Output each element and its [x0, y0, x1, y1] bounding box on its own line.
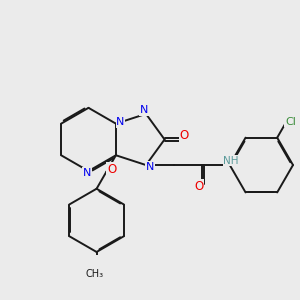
Text: O: O [107, 163, 116, 176]
Text: Cl: Cl [285, 117, 296, 127]
Text: N: N [140, 105, 148, 116]
Text: CH₃: CH₃ [86, 269, 104, 280]
Text: N: N [146, 162, 154, 172]
Text: N: N [116, 117, 125, 127]
Text: NH: NH [224, 156, 239, 166]
Text: O: O [179, 129, 188, 142]
Text: O: O [194, 180, 203, 193]
Text: N: N [82, 168, 91, 178]
